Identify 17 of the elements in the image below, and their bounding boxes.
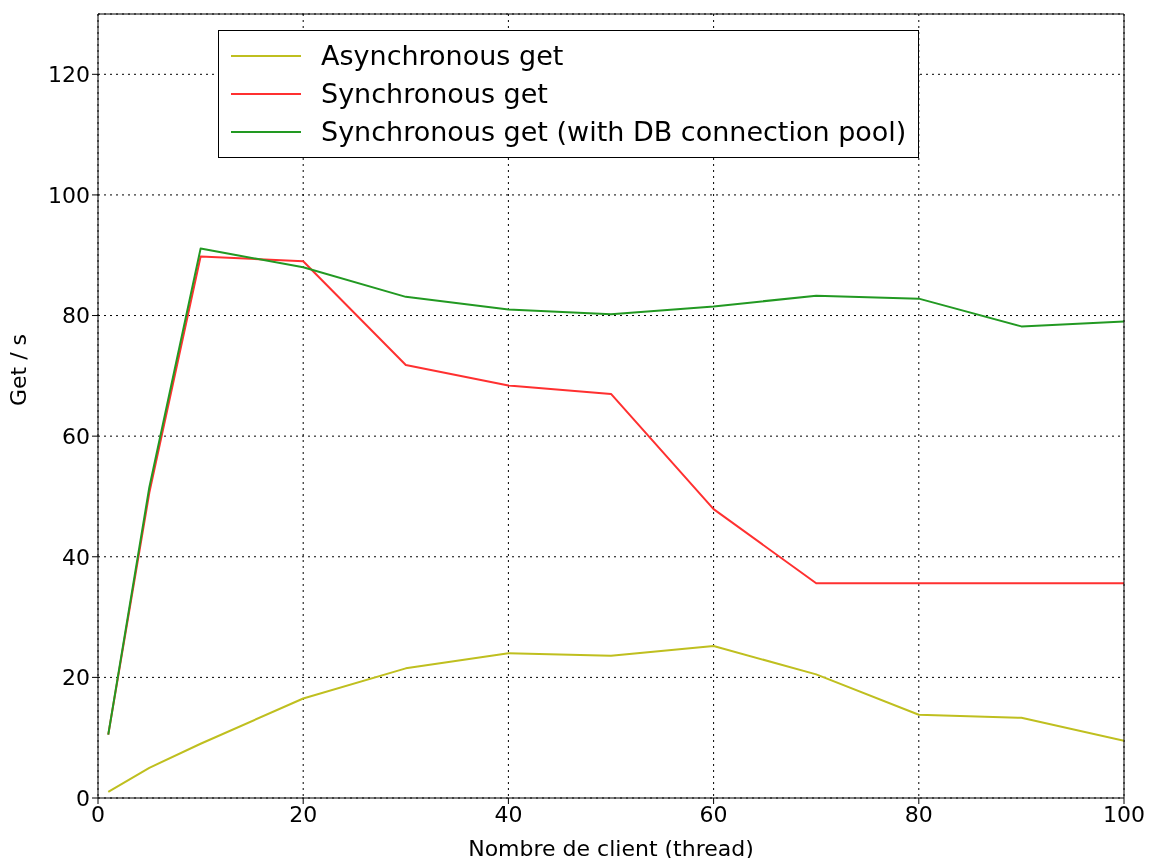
y-tick-label: 20 (62, 665, 90, 691)
y-tick-label: 60 (62, 423, 90, 449)
legend-label: Synchronous get (with DB connection pool) (321, 115, 907, 149)
y-axis-title: Get / s (5, 333, 31, 406)
legend-label: Asynchronous get (321, 39, 564, 73)
line-series (107, 645, 1124, 793)
legend-label: Synchronous get (321, 77, 548, 111)
x-tick-label: 20 (289, 801, 318, 827)
x-tick-label: 60 (699, 801, 728, 827)
y-tick-label: 40 (62, 544, 90, 570)
x-tick-label: 80 (904, 801, 933, 827)
y-tick-label: 100 (48, 182, 90, 208)
y-tick-label: 0 (76, 785, 90, 811)
x-tick-label: 100 (1103, 801, 1145, 827)
x-tick-label: 40 (494, 801, 523, 827)
y-tick-label: 80 (62, 303, 90, 329)
y-tick-label: 120 (48, 62, 90, 88)
